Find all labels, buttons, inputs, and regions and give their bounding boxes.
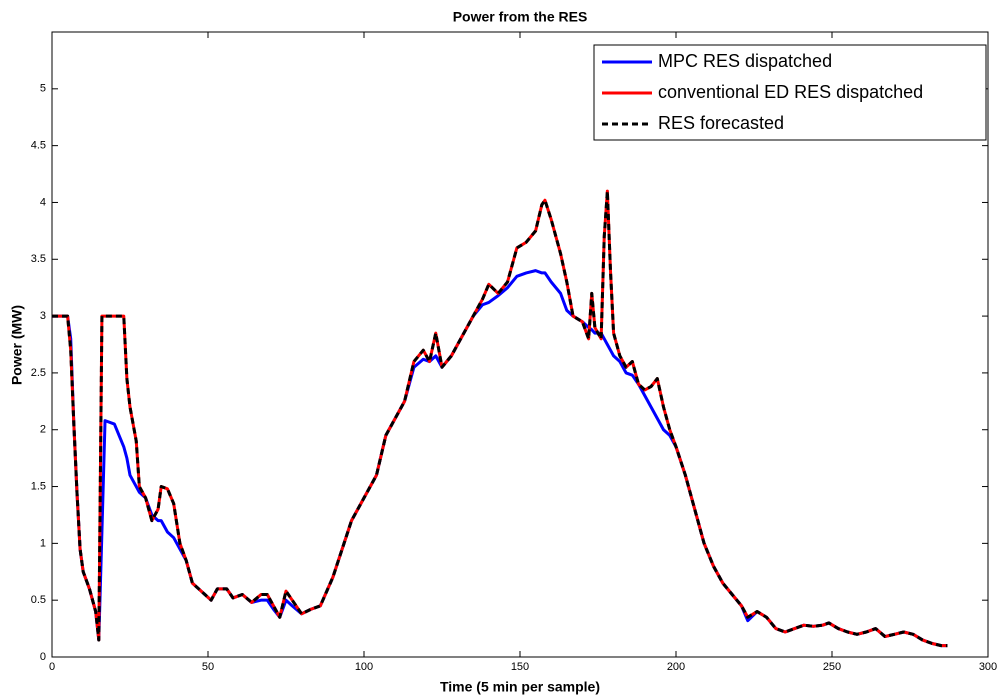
legend-label: RES forecasted (658, 113, 784, 133)
x-tick-label: 150 (511, 661, 529, 673)
y-tick-label: 5 (40, 83, 46, 95)
x-tick-label: 100 (355, 661, 373, 673)
y-tick-label: 4.5 (31, 140, 46, 152)
legend-label: MPC RES dispatched (658, 51, 832, 71)
legend: MPC RES dispatched conventional ED RES di… (593, 44, 987, 141)
x-tick-label: 250 (823, 661, 841, 673)
y-tick-label: 1 (40, 537, 46, 549)
y-tick-label: 1.5 (31, 480, 46, 492)
legend-label: conventional ED RES dispatched (658, 82, 923, 102)
x-tick-label: 50 (202, 661, 214, 673)
y-tick-label: 3 (40, 310, 46, 322)
data-line (52, 189, 948, 648)
data-line (52, 269, 948, 648)
y-axis-label: Power (MW) (9, 305, 25, 385)
y-tick-label: 4 (40, 196, 46, 208)
legend-box (593, 44, 987, 141)
y-tick-label: 2.5 (31, 367, 46, 379)
x-tick-label: 300 (979, 661, 997, 673)
chart-title: Power from the RES (453, 9, 588, 25)
x-tick-label: 0 (49, 661, 55, 673)
x-tick-label: 200 (667, 661, 685, 673)
x-axis-label: Time (5 min per sample) (440, 679, 600, 695)
y-tick-label: 0 (40, 651, 46, 663)
y-tick-label: 3.5 (31, 253, 46, 265)
y-tick-label: 2 (40, 424, 46, 436)
y-tick-label: 0.5 (31, 594, 46, 606)
data-line (52, 189, 948, 648)
